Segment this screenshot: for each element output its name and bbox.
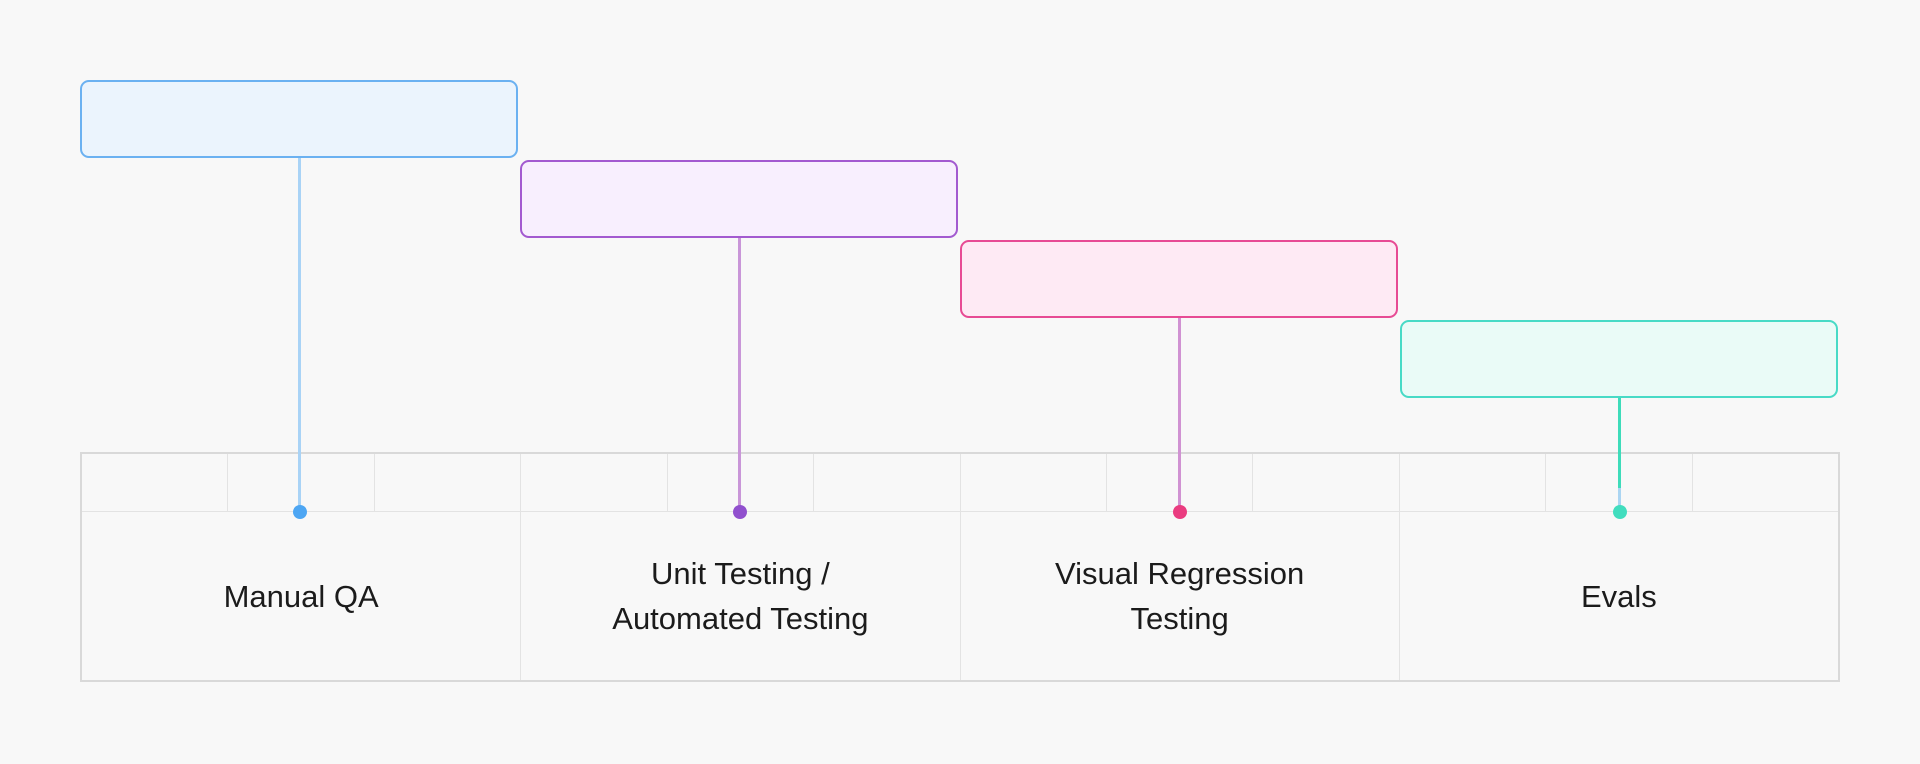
connector-line-manual-qa xyxy=(298,158,301,512)
tick-row xyxy=(82,454,1838,512)
label-cell-visual-regression-testing: Visual Regression Testing xyxy=(961,512,1400,680)
tick-cell xyxy=(1400,454,1547,511)
tick-cell xyxy=(814,454,961,511)
label-row: Manual QA Unit Testing / Automated Testi… xyxy=(82,512,1838,680)
tick-cell xyxy=(375,454,522,511)
tick-cell xyxy=(521,454,668,511)
tick-cell xyxy=(668,454,815,511)
connector-dot-evals xyxy=(1613,505,1627,519)
connector-line-unit-automated-testing xyxy=(738,238,741,512)
stage-box-visual-regression-testing xyxy=(960,240,1398,318)
stage-box-unit-automated-testing xyxy=(520,160,958,238)
connector-dot-manual-qa xyxy=(293,505,307,519)
tick-cell xyxy=(82,454,229,511)
label-cell-manual-qa: Manual QA xyxy=(82,512,522,680)
stage-box-evals xyxy=(1400,320,1838,398)
connector-line-visual-regression-testing xyxy=(1178,318,1181,512)
tick-cell xyxy=(1693,454,1838,511)
tick-cell xyxy=(228,454,375,511)
stage-box-manual-qa xyxy=(80,80,518,158)
connector-line-evals xyxy=(1618,398,1621,488)
connector-dot-unit-automated-testing xyxy=(733,505,747,519)
label-cell-unit-automated-testing: Unit Testing / Automated Testing xyxy=(521,512,961,680)
connector-dot-visual-regression-testing xyxy=(1173,505,1187,519)
timeline-table: Manual QA Unit Testing / Automated Testi… xyxy=(80,452,1840,682)
connector-line-evals-tail xyxy=(1618,488,1621,512)
label-cell-evals: Evals xyxy=(1580,578,1657,614)
tick-cell xyxy=(961,454,1107,511)
tick-cell xyxy=(1253,454,1400,511)
tick-cell xyxy=(1107,454,1254,511)
tick-cell xyxy=(1546,454,1693,511)
